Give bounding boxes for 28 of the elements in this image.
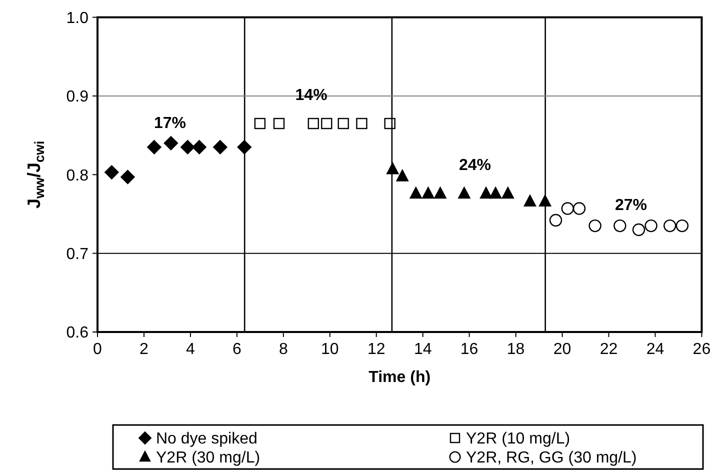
x-tick-label: 6 <box>232 341 242 358</box>
y-tick-label: 0.7 <box>66 246 89 263</box>
x-tick-label: 18 <box>506 341 525 358</box>
legend-label: Y2R (10 mg/L) <box>466 430 570 448</box>
x-tick-label: 22 <box>600 341 618 358</box>
annotation: 27% <box>614 197 648 214</box>
x-tick-label: 12 <box>367 341 386 358</box>
y-tick-label: 1.0 <box>66 10 89 27</box>
x-tick-label: 24 <box>646 341 664 358</box>
annotation: 17% <box>154 115 186 132</box>
y-tick-label: 0.6 <box>66 324 89 342</box>
x-tick-label: 0 <box>93 341 102 358</box>
legend-label: No dye spiked <box>156 430 258 448</box>
y-tick-label: 0.8 <box>66 167 89 184</box>
legend-label: Y2R (30 mg/L) <box>156 450 260 467</box>
x-tick-label: 10 <box>320 341 339 358</box>
x-tick-label: 14 <box>414 341 432 358</box>
x-tick-label: 8 <box>278 341 288 358</box>
annotation: 24% <box>458 157 492 174</box>
y-tick-label: 0.9 <box>66 88 89 106</box>
legend-label: Y2R, RG, GG (30 mg/L) <box>466 450 637 467</box>
x-tick-label: 2 <box>140 341 149 358</box>
x-tick-label: 4 <box>186 341 195 358</box>
x-tick-label: 26 <box>692 341 710 358</box>
x-axis-title: Time (h) <box>368 369 431 386</box>
annotation: 14% <box>295 86 328 104</box>
x-tick-label: 20 <box>553 341 572 358</box>
x-tick-label: 16 <box>460 341 478 358</box>
